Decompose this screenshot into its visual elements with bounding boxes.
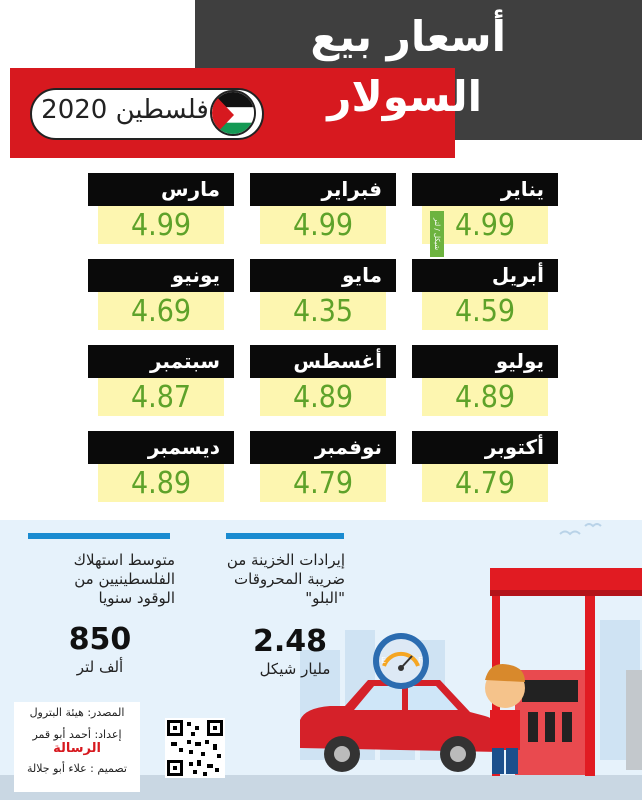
revenue-label-line1: إيرادات الخزينة من [226, 551, 345, 569]
source-credit: المصدر: هيئة البترول [29, 706, 125, 719]
prepared-credit: إعداد: أحمد أبو قمر [32, 728, 122, 741]
revenue-accent-bar [226, 533, 344, 539]
month-price: 4.89 [422, 378, 548, 416]
month-label: فبراير [250, 173, 396, 206]
design-credit: تصميم : علاء أبو جلالة [26, 762, 127, 775]
fuel-gauge-icon [372, 632, 430, 690]
month-label: أغسطس [250, 345, 396, 378]
qr-code-icon [165, 718, 225, 778]
month-label: يناير [412, 173, 558, 206]
month-label: أكتوبر [412, 431, 558, 464]
consumption-label-line1: متوسط استهلاك [73, 551, 175, 569]
month-price: 4.79 [422, 464, 548, 502]
fuel-station-illustration [0, 523, 642, 800]
month-price: 4.89 [260, 378, 386, 416]
month-label: ديسمبر [88, 431, 234, 464]
month-label: مايو [250, 259, 396, 292]
month-label: نوفمبر [250, 431, 396, 464]
title-line-1: أسعار بيع [310, 12, 506, 61]
month-label: يونيو [88, 259, 234, 292]
month-price: 4.69 [98, 292, 224, 330]
month-label: سبتمبر [88, 345, 234, 378]
title-line-2: السولار [327, 72, 482, 121]
country-year-label: فلسطين 2020 [41, 95, 209, 125]
consumption-label: متوسط استهلاك الفلسطينيين من الوقود سنوي… [20, 551, 175, 608]
revenue-value: 2.48 [252, 624, 328, 659]
outlet-logo: الرسالة [53, 741, 101, 756]
month-price: 4.79 [260, 464, 386, 502]
month-price: 4.89 [98, 464, 224, 502]
revenue-label: إيرادات الخزينة من ضريبة المحروقات "البل… [200, 551, 345, 608]
revenue-label-line3: "البلو" [305, 589, 345, 607]
month-price: 4.99 [98, 206, 224, 244]
palestine-flag-icon [210, 90, 256, 136]
unit-tag: شيكل / لتر [430, 211, 444, 257]
consumption-label-line3: الوقود سنويا [98, 589, 175, 607]
month-price: 4.59 [422, 292, 548, 330]
revenue-unit: مليار شيكل [259, 660, 331, 678]
gauge-empty-label: E [381, 656, 387, 665]
month-label: مارس [88, 173, 234, 206]
gauge-full-label: F [418, 656, 423, 665]
month-label: يوليو [412, 345, 558, 378]
consumption-accent-bar [28, 533, 170, 539]
credits-box: المصدر: هيئة البترول إعداد: أحمد أبو قمر… [14, 702, 140, 792]
month-price: 4.99 [260, 206, 386, 244]
month-price: 4.35 [260, 292, 386, 330]
consumption-unit: ألف لتر [76, 658, 124, 676]
consumption-value: 850 [68, 622, 132, 657]
month-label: أبريل [412, 259, 558, 292]
revenue-label-line2: ضريبة المحروقات [234, 570, 345, 588]
month-price: 4.87 [98, 378, 224, 416]
consumption-label-line2: الفلسطينيين من [74, 570, 175, 588]
